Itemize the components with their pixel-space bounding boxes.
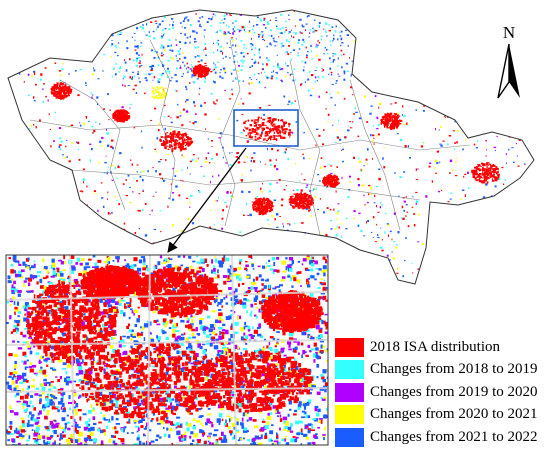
legend-label: 2018 ISA distribution (370, 338, 501, 355)
legend-swatch (335, 405, 364, 425)
study-region-map (7, 9, 535, 285)
inset-map (5, 254, 329, 446)
north-label: N (502, 23, 516, 42)
legend-item: Changes from 2021 to 2022 (335, 426, 547, 449)
legend-item: Changes from 2019 to 2020 (335, 381, 547, 404)
legend-label: Changes from 2018 to 2019 (370, 361, 538, 378)
leader-arrow (167, 147, 247, 253)
legend-swatch (335, 360, 364, 380)
legend-item: 2018 ISA distribution (335, 336, 547, 359)
north-arrow-icon (497, 43, 520, 99)
legend-swatch (335, 337, 364, 357)
north-arrow: N (496, 24, 522, 107)
locator-box (233, 109, 299, 147)
legend: 2018 ISA distribution Changes from 2018 … (335, 336, 547, 449)
legend-label: Changes from 2020 to 2021 (370, 406, 538, 423)
legend-item: Changes from 2018 to 2019 (335, 359, 547, 382)
legend-swatch (335, 427, 364, 447)
legend-label: Changes from 2019 to 2020 (370, 383, 538, 400)
legend-item: Changes from 2020 to 2021 (335, 404, 547, 427)
legend-label: Changes from 2021 to 2022 (370, 428, 538, 445)
legend-swatch (335, 382, 364, 402)
